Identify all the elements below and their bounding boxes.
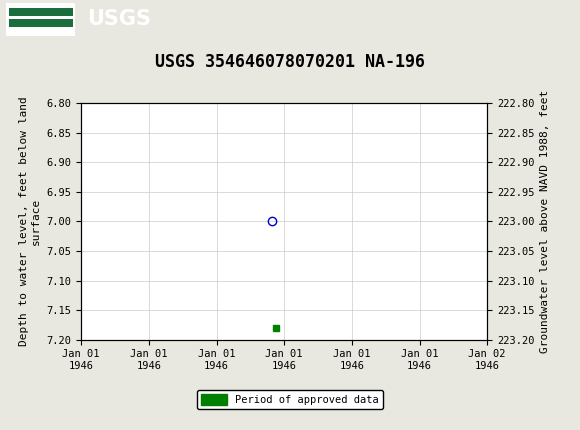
FancyBboxPatch shape bbox=[6, 3, 75, 36]
Y-axis label: Groundwater level above NAVD 1988, feet: Groundwater level above NAVD 1988, feet bbox=[540, 90, 550, 353]
Legend: Period of approved data: Period of approved data bbox=[197, 390, 383, 409]
Text: USGS 354646078070201 NA-196: USGS 354646078070201 NA-196 bbox=[155, 53, 425, 71]
FancyBboxPatch shape bbox=[9, 19, 72, 28]
Text: USGS: USGS bbox=[87, 9, 151, 29]
Y-axis label: Depth to water level, feet below land
surface: Depth to water level, feet below land su… bbox=[19, 97, 41, 346]
FancyBboxPatch shape bbox=[9, 8, 72, 16]
